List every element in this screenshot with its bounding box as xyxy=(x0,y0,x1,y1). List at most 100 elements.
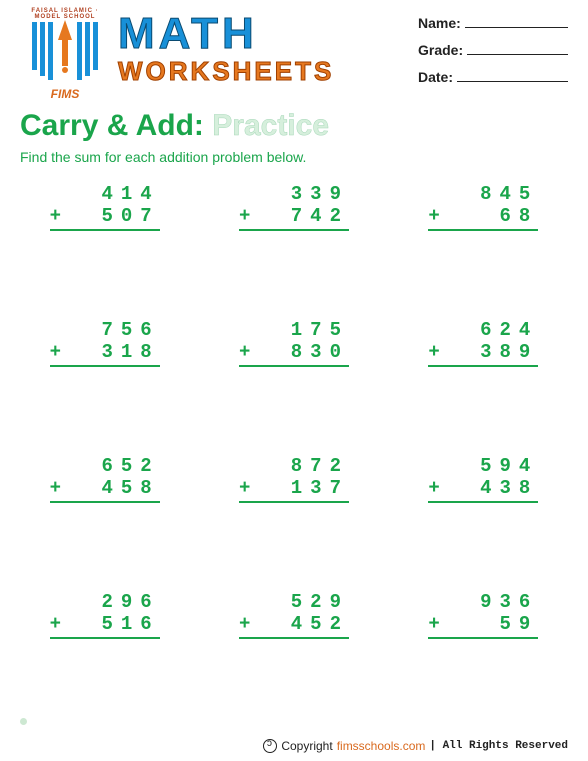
problem-bottom-row: + 68 xyxy=(428,205,538,227)
addition-problem: 529+452 xyxy=(239,591,349,639)
problem-rule xyxy=(428,365,538,367)
instruction-text: Find the sum for each addition problem b… xyxy=(20,149,568,165)
shield-icon xyxy=(28,18,102,88)
addition-problem: 594+438 xyxy=(428,455,538,503)
plus-sign: + xyxy=(428,205,439,227)
problem-rule xyxy=(50,365,160,367)
plus-sign: + xyxy=(50,477,61,499)
copyright-text: Copyright xyxy=(281,739,332,753)
problem-top-number: 872 xyxy=(239,455,349,477)
plus-sign: + xyxy=(239,341,250,363)
problem-top-number: 624 xyxy=(428,319,538,341)
problem-rule xyxy=(239,501,349,503)
problem-bottom-row: + 59 xyxy=(428,613,538,635)
problem-bottom-row: +438 xyxy=(428,477,538,499)
problem-top-number: 756 xyxy=(50,319,160,341)
title-block: MATH WORKSHEETS xyxy=(118,8,410,87)
problem-bottom-number: 830 xyxy=(291,341,349,363)
name-label: Name: xyxy=(418,15,461,31)
problem-rule xyxy=(239,365,349,367)
addition-problem: 414+507 xyxy=(50,183,160,231)
problem-top-number: 936 xyxy=(428,591,538,613)
addition-problem: 339+742 xyxy=(239,183,349,231)
site-link: fimsschools.com xyxy=(337,739,426,753)
problem-top-number: 296 xyxy=(50,591,160,613)
problem-bottom-row: +742 xyxy=(239,205,349,227)
problem-bottom-number: 438 xyxy=(480,477,538,499)
problem-rule xyxy=(50,637,160,639)
problem-top-number: 594 xyxy=(428,455,538,477)
problems-grid: 414+507339+742845+ 68756+318175+830624+3… xyxy=(20,183,568,639)
math-title: MATH xyxy=(118,12,410,56)
problem-bottom-number: 389 xyxy=(480,341,538,363)
problem-bottom-number: 68 xyxy=(480,205,538,227)
addition-problem: 175+830 xyxy=(239,319,349,367)
header: FAISAL ISLAMIC · MODEL SCHOOL FIMS MATH … xyxy=(20,8,568,103)
problem-bottom-row: +516 xyxy=(50,613,160,635)
problem-bottom-row: +507 xyxy=(50,205,160,227)
problem-bottom-number: 507 xyxy=(101,205,159,227)
plus-sign: + xyxy=(239,205,250,227)
name-underline xyxy=(465,14,568,28)
plus-sign: + xyxy=(428,477,439,499)
practice-text: Practice xyxy=(212,109,329,142)
rights-text: | All Rights Reserved xyxy=(429,740,568,752)
carry-add-text: Carry & Add: xyxy=(20,109,204,142)
problem-bottom-number: 458 xyxy=(101,477,159,499)
problem-rule xyxy=(428,501,538,503)
problem-bottom-row: +318 xyxy=(50,341,160,363)
problem-top-number: 652 xyxy=(50,455,160,477)
problem-bottom-number: 318 xyxy=(101,341,159,363)
problem-top-number: 175 xyxy=(239,319,349,341)
problem-bottom-number: 59 xyxy=(480,613,538,635)
problem-rule xyxy=(50,229,160,231)
info-block: Name: Grade: Date: xyxy=(418,8,568,95)
plus-sign: + xyxy=(428,341,439,363)
problem-bottom-row: +389 xyxy=(428,341,538,363)
problem-rule xyxy=(50,501,160,503)
problem-bottom-row: +458 xyxy=(50,477,160,499)
problem-rule xyxy=(428,229,538,231)
addition-problem: 624+389 xyxy=(428,319,538,367)
decorative-dot xyxy=(20,718,27,725)
addition-problem: 652+458 xyxy=(50,455,160,503)
plus-sign: + xyxy=(239,477,250,499)
problem-top-number: 414 xyxy=(50,183,160,205)
date-line: Date: xyxy=(418,68,568,85)
plus-sign: + xyxy=(239,613,250,635)
section-title: Carry & Add: Practice xyxy=(20,109,568,143)
addition-problem: 756+318 xyxy=(50,319,160,367)
problem-top-number: 529 xyxy=(239,591,349,613)
footer: Copyright fimsschools.com | All Rights R… xyxy=(263,739,568,753)
grade-label: Grade: xyxy=(418,42,463,58)
problem-bottom-number: 452 xyxy=(291,613,349,635)
plus-sign: + xyxy=(50,341,61,363)
addition-problem: 845+ 68 xyxy=(428,183,538,231)
copyleft-icon xyxy=(263,739,277,753)
addition-problem: 936+ 59 xyxy=(428,591,538,639)
problem-bottom-number: 137 xyxy=(291,477,349,499)
logo-acronym: FIMS xyxy=(20,87,110,101)
addition-problem: 872+137 xyxy=(239,455,349,503)
date-label: Date: xyxy=(418,69,453,85)
name-line: Name: xyxy=(418,14,568,31)
problem-bottom-row: +137 xyxy=(239,477,349,499)
plus-sign: + xyxy=(50,613,61,635)
plus-sign: + xyxy=(428,613,439,635)
problem-bottom-number: 516 xyxy=(101,613,159,635)
problem-rule xyxy=(428,637,538,639)
date-underline xyxy=(457,68,568,82)
problem-rule xyxy=(239,229,349,231)
worksheets-title: WORKSHEETS xyxy=(118,56,410,87)
school-logo: FAISAL ISLAMIC · MODEL SCHOOL FIMS xyxy=(20,8,110,103)
problem-rule xyxy=(239,637,349,639)
problem-bottom-number: 742 xyxy=(291,205,349,227)
grade-line: Grade: xyxy=(418,41,568,58)
addition-problem: 296+516 xyxy=(50,591,160,639)
plus-sign: + xyxy=(50,205,61,227)
problem-top-number: 339 xyxy=(239,183,349,205)
grade-underline xyxy=(467,41,568,55)
problem-top-number: 845 xyxy=(428,183,538,205)
problem-bottom-row: +830 xyxy=(239,341,349,363)
problem-bottom-row: +452 xyxy=(239,613,349,635)
